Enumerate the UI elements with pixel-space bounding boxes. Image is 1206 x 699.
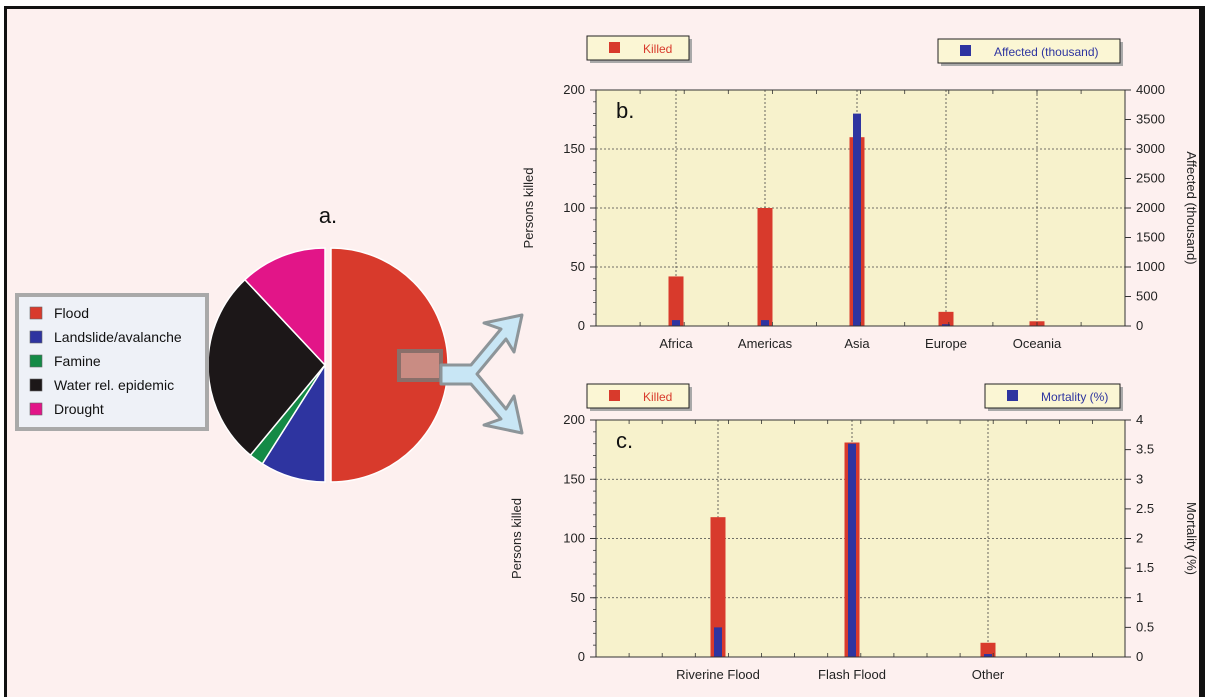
pie-legend-label: Famine: [54, 353, 101, 369]
y-tick-label: 0: [578, 649, 585, 664]
y2-tick-label: 1000: [1136, 259, 1165, 274]
y2-tick-label: 3: [1136, 471, 1143, 486]
y2-tick-label: 1500: [1136, 230, 1165, 245]
y2-axis-label: Mortality (%): [1184, 502, 1199, 575]
bar-secondary-asia: [853, 113, 861, 326]
y2-tick-label: 2500: [1136, 171, 1165, 186]
x-tick-label: Europe: [925, 336, 967, 351]
pie-legend-label: Landslide/avalanche: [54, 329, 182, 345]
x-tick-label: Other: [972, 667, 1005, 682]
panel-title-b: b.: [616, 98, 634, 123]
legend-box-killed: [586, 35, 690, 61]
y2-tick-label: 2.5: [1136, 501, 1154, 516]
x-tick-label: Americas: [738, 336, 793, 351]
pie-legend-swatch: [29, 330, 43, 344]
pie-legend-box: [15, 293, 209, 431]
bar-killed-africa: [668, 276, 684, 326]
pie-legend-swatch: [29, 354, 43, 368]
bar-secondary-africa: [672, 320, 680, 326]
x-tick-label: Oceania: [1013, 336, 1062, 351]
pie-legend-swatch: [29, 306, 43, 320]
highlight-box: [397, 349, 443, 382]
legend-label: Killed: [643, 42, 672, 56]
legend-label: Mortality (%): [1041, 390, 1108, 404]
pie-legend-swatch: [29, 378, 43, 392]
y2-tick-label: 3.5: [1136, 442, 1154, 457]
y2-tick-label: 0: [1136, 318, 1143, 333]
pie-slice-drought: [243, 247, 326, 367]
y-tick-label: 200: [563, 82, 585, 97]
y2-tick-label: 1.5: [1136, 560, 1154, 575]
legend-swatch: [960, 45, 971, 56]
legend-swatch: [609, 42, 620, 53]
y-tick-label: 150: [563, 141, 585, 156]
y-tick-label: 50: [571, 259, 585, 274]
legend-label: Affected (thousand): [994, 45, 1099, 59]
bar-killed-americas: [757, 208, 773, 326]
y2-tick-label: 3500: [1136, 112, 1165, 127]
pie-legend-swatch: [29, 402, 43, 416]
bar-secondary-europe: [942, 324, 950, 326]
y-tick-label: 200: [563, 412, 585, 427]
y2-tick-label: 2000: [1136, 200, 1165, 215]
y2-tick-label: 1: [1136, 590, 1143, 605]
y2-axis-label: Affected (thousand): [1184, 151, 1199, 264]
y-axis-label: Persons killed: [509, 498, 524, 579]
bar-killed-other: [980, 642, 996, 657]
y-tick-label: 150: [563, 471, 585, 486]
bar-secondary-americas: [761, 320, 769, 326]
bar-killed-europe: [938, 311, 954, 326]
y-tick-label: 0: [578, 318, 585, 333]
x-tick-label: Africa: [659, 336, 693, 351]
y-tick-label: 100: [563, 531, 585, 546]
pie-title: a.: [319, 203, 337, 228]
x-tick-label: Riverine Flood: [676, 667, 760, 682]
x-tick-label: Asia: [844, 336, 870, 351]
split-arrow: [439, 313, 524, 435]
y-axis-label: Persons killed: [521, 168, 536, 249]
legend-swatch: [609, 390, 620, 401]
y2-tick-label: 3000: [1136, 141, 1165, 156]
bar-killed-riverine-flood: [710, 517, 726, 657]
pie-legend-label: Flood: [54, 305, 89, 321]
legend-label: Killed: [643, 390, 672, 404]
pie-legend-label: Water rel. epidemic: [54, 377, 174, 393]
panel-title-c: c.: [616, 428, 633, 453]
y-tick-label: 100: [563, 200, 585, 215]
x-tick-label: Flash Flood: [818, 667, 886, 682]
y2-tick-label: 0: [1136, 649, 1143, 664]
y2-tick-label: 4000: [1136, 82, 1165, 97]
legend-box-killed: [586, 383, 690, 409]
bar-secondary-riverine-flood: [714, 627, 722, 657]
y-tick-label: 50: [571, 590, 585, 605]
bar-secondary-other: [984, 654, 992, 657]
y2-tick-label: 0.5: [1136, 619, 1154, 634]
legend-swatch: [1007, 390, 1018, 401]
bar-secondary-flash-flood: [848, 443, 856, 657]
y2-tick-label: 500: [1136, 289, 1158, 304]
y2-tick-label: 2: [1136, 531, 1143, 546]
pie-legend-label: Drought: [54, 401, 104, 417]
y2-tick-label: 4: [1136, 412, 1143, 427]
